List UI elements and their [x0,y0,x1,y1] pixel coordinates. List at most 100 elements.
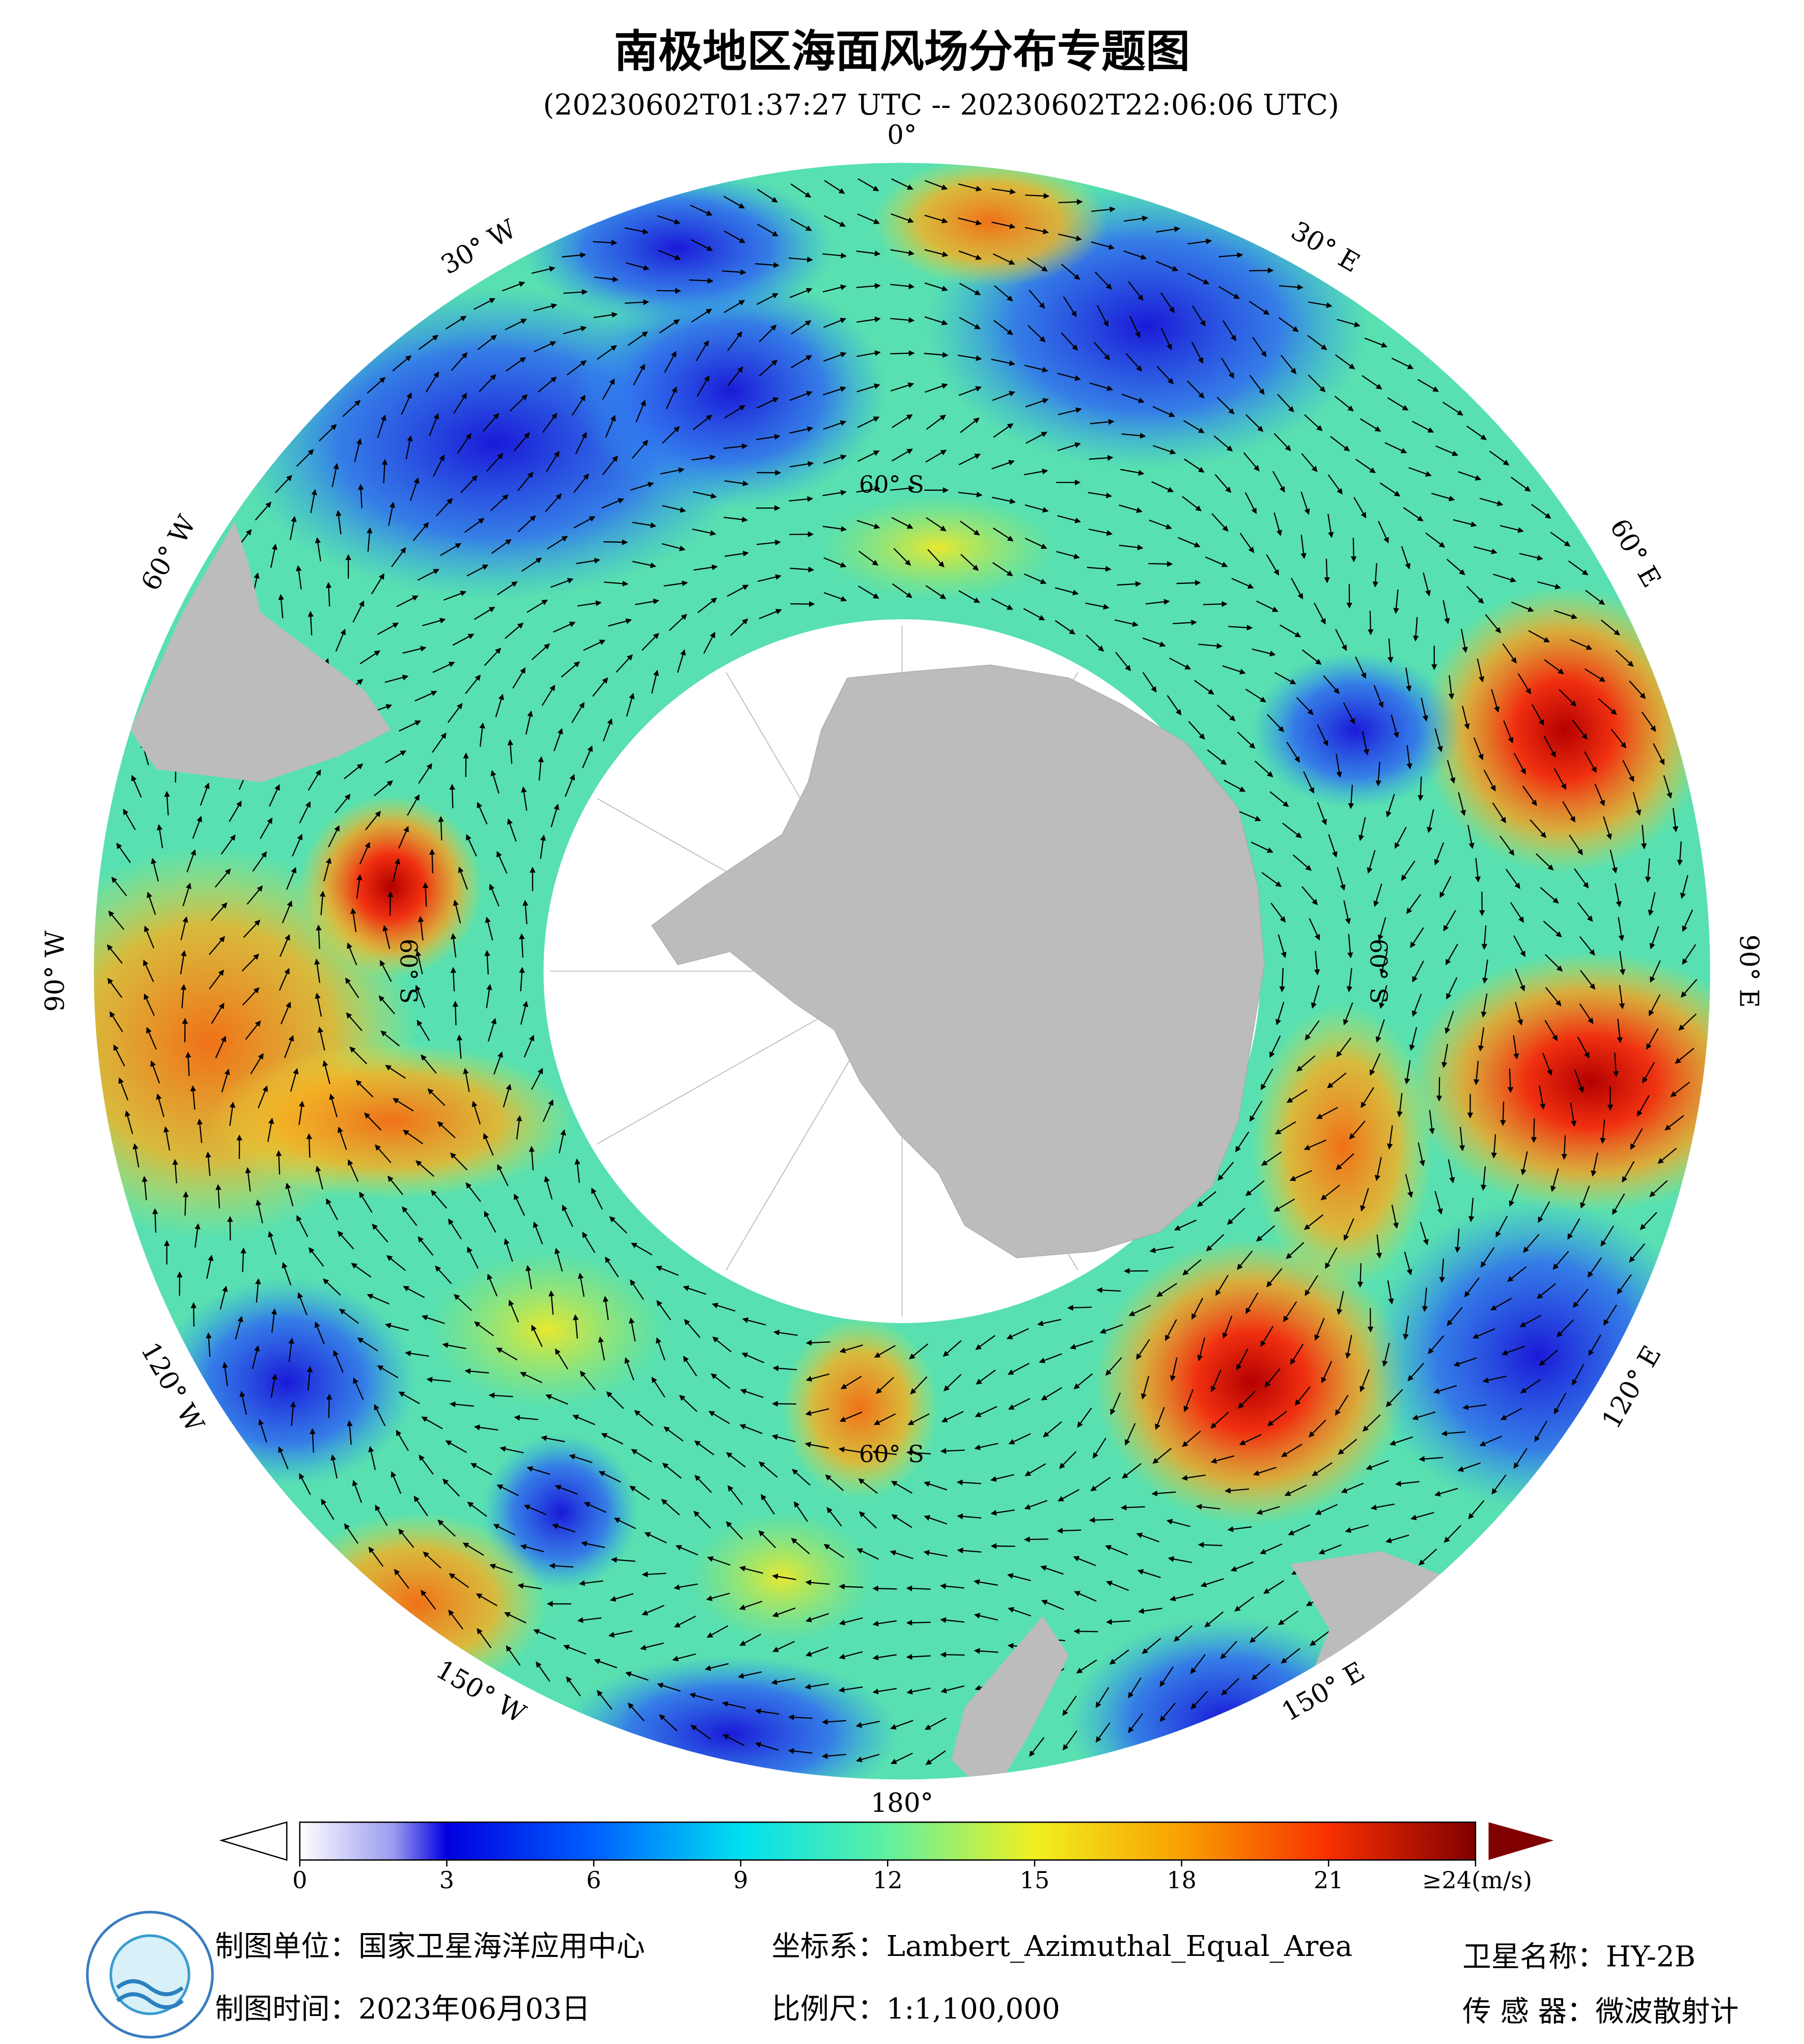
wind-arrow [1475,858,1481,883]
wind-arrow [229,1101,236,1126]
wind-arrow [1029,290,1045,309]
wind-arrow [991,460,1015,470]
wind-arrow [1213,435,1233,452]
wind-arrow [1305,1275,1319,1296]
wind-arrow [759,324,777,343]
longitude-label: 90° E [1733,934,1764,1007]
wind-arrow [1198,1542,1223,1548]
wind-arrow [1535,853,1554,871]
wind-arrow [726,1452,746,1468]
wind-arrow [1338,1439,1357,1455]
wind-arrow [1222,1315,1233,1339]
wind-arrow [1282,822,1302,838]
wind-arrow [1137,1569,1161,1578]
wind-arrow [759,609,782,620]
latitude-label: 60° S [395,939,423,1004]
wind-arrow [450,933,457,958]
wind-arrow [1441,1044,1449,1068]
wind-arrow [308,769,321,791]
wind-arrow [403,1286,425,1298]
wind-arrow [608,618,632,627]
wind-arrow [602,718,613,742]
wind-arrow [350,908,357,932]
wind-arrow [348,1159,359,1182]
wind-arrow [542,412,558,433]
wind-arrow [1562,801,1575,823]
wind-arrow [516,1115,522,1140]
wind-arrow [1540,887,1559,904]
wind-arrow [470,1463,492,1475]
wind-arrow [433,454,445,477]
wind-arrow [1418,776,1424,801]
wind-arrow [614,1518,636,1529]
wind-arrow [789,288,813,298]
wind-arrow [1231,578,1254,589]
wind-arrow [651,669,659,694]
wind-arrow [391,547,406,568]
wind-arrow [1350,538,1357,563]
wind-arrow [692,528,716,536]
wind-arrow [874,1345,896,1358]
wind-arrow [1270,903,1286,923]
wind-arrow [1386,1125,1393,1150]
wind-arrow [662,505,686,513]
colorbar-tick-label: 9 [733,1866,748,1894]
wind-arrow [604,580,629,587]
wind-arrow [359,650,381,665]
wind-arrow [1256,1506,1280,1515]
wind-arrow [579,1370,596,1390]
wind-arrow [1500,835,1515,856]
wind-arrow [1073,1373,1093,1389]
wind-arrow [822,525,847,532]
wind-arrow [910,1376,928,1395]
wind-arrow [1216,397,1235,414]
wind-arrow [396,595,419,607]
wind-arrow [1359,1369,1370,1392]
wind-arrow [669,613,687,631]
wind-arrow [1323,675,1340,694]
wind-arrow [1361,1087,1374,1108]
wind-arrow [626,692,635,717]
wind-arrow [1543,736,1556,758]
colorbar-tick-label: 21 [1314,1866,1344,1894]
wind-arrow [1579,1003,1594,1024]
wind-arrow [757,574,782,582]
wind-arrow [1077,1407,1092,1428]
wind-arrow [1393,590,1399,614]
wind-arrow [317,1026,325,1051]
wind-arrow [758,1530,776,1548]
wind-arrow [1237,1250,1253,1270]
logo [86,1911,214,2039]
wind-arrow [493,1524,516,1536]
wind-arrow [976,1369,996,1385]
wind-arrow [1289,1170,1312,1181]
wind-arrow [872,1654,897,1661]
wind-arrow [960,417,980,433]
wind-arrow [838,1446,863,1453]
wind-arrow [1210,1412,1229,1429]
wind-arrow [683,1285,707,1295]
wind-arrow [1314,951,1320,975]
wind-arrow [790,567,815,573]
wind-arrow [1238,1391,1256,1409]
wind-arrow [505,623,524,639]
wind-arrow [1409,1027,1418,1051]
wind-arrow [1442,600,1450,625]
colorbar: 0 3 6 9 12 15 18 21 ≥24(m/s) [219,1821,1554,1894]
wind-arrow [373,780,393,797]
wind-arrow [1043,1421,1062,1438]
wind-arrow [610,1557,635,1563]
wind-arrow [326,1198,338,1220]
wind-arrow [375,1144,392,1163]
wind-arrow [1235,1131,1250,1153]
wind-arrow [435,1265,452,1284]
wind-arrow [415,985,426,1008]
wind-arrow [554,1485,578,1495]
wind-arrow [1347,934,1353,959]
wind-arrow [359,1191,373,1213]
wind-arrow [1261,872,1282,887]
wind-arrow [1507,1266,1527,1282]
wind-arrow [1412,1411,1436,1420]
wind-arrow [1459,1127,1465,1152]
wind-arrow [1373,883,1382,907]
